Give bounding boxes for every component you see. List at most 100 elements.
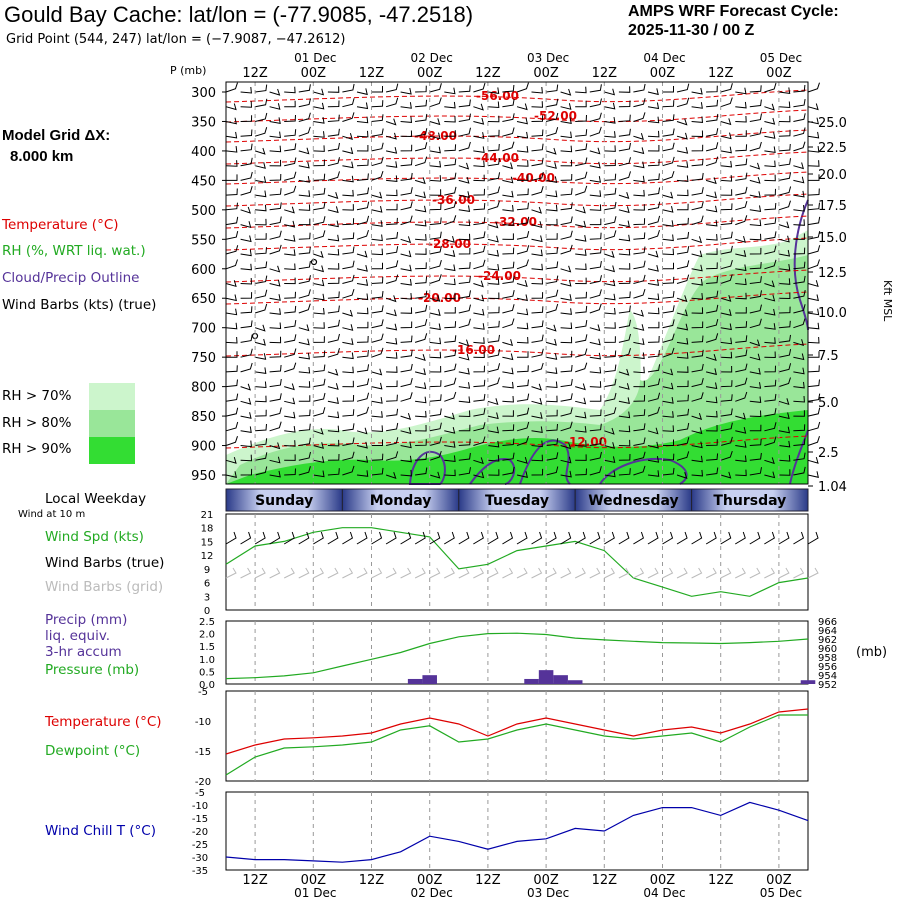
- wind-barb: [487, 115, 500, 123]
- wind-barb: [691, 363, 704, 373]
- wind-ytick: 0: [204, 606, 210, 617]
- wind-barb: [589, 232, 602, 240]
- wind-barb: [240, 249, 252, 257]
- wind-barb: [793, 452, 806, 461]
- wind-barb: [342, 394, 355, 402]
- wind-barb: [269, 265, 281, 273]
- wind-ytick: 6: [204, 579, 210, 590]
- wind-barb: [385, 437, 399, 446]
- wind-barb: [735, 87, 747, 95]
- wind-barb: [429, 294, 441, 302]
- wind-barb: [633, 380, 645, 388]
- wind-barb: [546, 438, 559, 446]
- wind-barb: [400, 187, 413, 196]
- wind-barb: [749, 162, 761, 170]
- wind-barb: [487, 101, 500, 109]
- wind-barb: [429, 132, 441, 140]
- wind-barb: [764, 379, 777, 388]
- wind-barb: [807, 146, 820, 153]
- wind-barb: [356, 335, 369, 343]
- wind-barb: [444, 292, 456, 300]
- isotherm-label: -52.00: [534, 109, 577, 123]
- wind-barb: [516, 188, 529, 196]
- wind-barb: [458, 247, 471, 255]
- wind-barb: [662, 347, 675, 358]
- wind-barb: [662, 305, 675, 314]
- wind-barb: [676, 323, 689, 331]
- wind-barb: [604, 322, 616, 329]
- precip-label-1: Precip (mm): [45, 612, 128, 628]
- wind-barb: [575, 454, 587, 461]
- wind-barb: [560, 103, 572, 110]
- wind-barb: [429, 323, 441, 331]
- wind-barb: [604, 392, 617, 402]
- wind-barb: [458, 262, 471, 270]
- height-tick-label: 5.0: [818, 396, 839, 411]
- wind-barb: [546, 409, 558, 417]
- wind-barb: [400, 321, 413, 329]
- wind-barb-true: [691, 531, 703, 545]
- wind-barb: [778, 440, 791, 448]
- wind-barb: [313, 117, 325, 124]
- top-date-tick: 05 Dec: [760, 51, 802, 65]
- wind-barb: [676, 246, 690, 255]
- wind-barb: [720, 245, 733, 255]
- wind-barb: [575, 206, 586, 214]
- cloud-outline: [469, 439, 571, 485]
- temp-ytick: -5: [198, 687, 208, 698]
- wind-barb: [560, 188, 573, 196]
- wind-barb: [749, 247, 762, 255]
- wind-barb: [807, 336, 820, 344]
- wind-barb: [444, 144, 457, 152]
- wind-barb: [633, 232, 646, 240]
- wind-barb-grid: [778, 567, 790, 579]
- weekday-label: Wednesday: [588, 493, 678, 509]
- wind-barb-grid: [313, 567, 325, 579]
- wind-barb: [764, 393, 777, 402]
- wind-barb: [575, 185, 588, 196]
- pressure-ytick: 952: [818, 680, 837, 691]
- wind-barb-grid: [604, 567, 616, 579]
- wind-barb: [691, 144, 704, 152]
- wind-barb: [415, 128, 428, 137]
- wind-barb: [720, 203, 733, 211]
- wind-barb-true: [531, 531, 543, 545]
- wind-barb: [604, 201, 617, 211]
- wind-barb-grid: [735, 567, 746, 579]
- wind-barb: [298, 437, 311, 446]
- wind-barb: [240, 412, 252, 419]
- wind-barb: [255, 409, 267, 417]
- wind-barb: [691, 264, 703, 272]
- wind-barb: [647, 321, 660, 329]
- wind-barb: [749, 176, 761, 184]
- wind-barb: [415, 205, 427, 213]
- wind-barb: [298, 246, 311, 255]
- wind-barb-grid: [560, 567, 572, 579]
- wind-barb-true: [414, 531, 426, 545]
- wind-barb: [691, 413, 703, 420]
- wind-barb: [254, 338, 266, 346]
- wind-barb: [313, 392, 326, 402]
- top-time-tick: 00Z: [533, 66, 559, 81]
- wind-barb: [575, 362, 588, 373]
- wind-barb: [313, 407, 326, 417]
- calm-wind-marker: [251, 332, 259, 340]
- wind-barb: [720, 294, 732, 302]
- wind-barb: [793, 318, 806, 329]
- wind-barb: [327, 157, 340, 167]
- wind-barb: [342, 232, 355, 240]
- wind-barb: [342, 423, 355, 432]
- wind-barb: [531, 263, 543, 271]
- wind-barb: [342, 309, 353, 317]
- wind-barb: [807, 421, 821, 432]
- wind-barb: [473, 259, 486, 270]
- wind-barb: [327, 128, 340, 137]
- wind-barb: [225, 421, 239, 432]
- wind-barb-grid: [618, 567, 630, 579]
- wind-barb: [589, 275, 602, 284]
- bottom-date-tick: 03 Dec: [527, 886, 569, 900]
- wind-barb: [269, 379, 282, 388]
- dewpoint-line: [225, 714, 808, 776]
- wind-barb: [225, 436, 238, 446]
- wind-barb: [269, 131, 281, 139]
